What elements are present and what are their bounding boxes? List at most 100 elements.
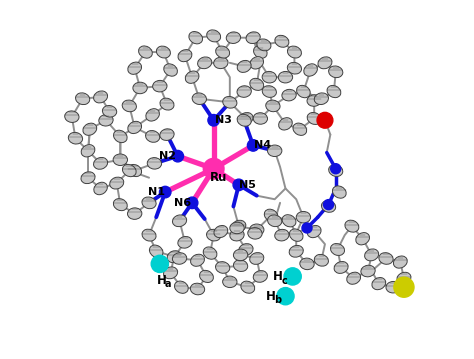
Ellipse shape xyxy=(75,93,90,104)
Ellipse shape xyxy=(207,30,220,42)
Circle shape xyxy=(208,115,219,126)
Ellipse shape xyxy=(160,129,174,140)
Ellipse shape xyxy=(164,64,177,76)
Ellipse shape xyxy=(122,164,136,177)
Ellipse shape xyxy=(372,278,386,290)
Ellipse shape xyxy=(223,276,237,288)
Ellipse shape xyxy=(189,32,202,44)
Ellipse shape xyxy=(81,145,95,157)
Text: N3: N3 xyxy=(215,115,232,125)
Ellipse shape xyxy=(278,71,292,83)
Text: H: H xyxy=(266,290,276,303)
Ellipse shape xyxy=(113,199,127,211)
Ellipse shape xyxy=(307,95,321,106)
Text: H: H xyxy=(273,270,283,283)
Text: N1: N1 xyxy=(148,187,165,197)
Circle shape xyxy=(172,150,183,162)
Text: Ru: Ru xyxy=(210,171,228,184)
Ellipse shape xyxy=(356,233,370,245)
Ellipse shape xyxy=(185,71,199,83)
Ellipse shape xyxy=(332,186,346,198)
Text: a: a xyxy=(165,279,171,289)
Ellipse shape xyxy=(287,46,301,58)
Circle shape xyxy=(394,277,414,297)
Ellipse shape xyxy=(138,46,152,58)
Circle shape xyxy=(277,288,294,305)
Ellipse shape xyxy=(347,272,361,284)
Text: N2: N2 xyxy=(159,151,176,161)
Ellipse shape xyxy=(94,182,107,195)
Ellipse shape xyxy=(191,283,205,295)
Ellipse shape xyxy=(237,60,251,73)
Ellipse shape xyxy=(293,123,307,135)
Ellipse shape xyxy=(230,222,244,234)
Ellipse shape xyxy=(133,82,147,94)
Ellipse shape xyxy=(262,71,276,83)
Ellipse shape xyxy=(365,249,379,261)
Ellipse shape xyxy=(232,220,246,232)
Ellipse shape xyxy=(239,112,253,125)
Circle shape xyxy=(159,186,171,198)
Ellipse shape xyxy=(290,229,303,241)
Circle shape xyxy=(317,112,333,128)
Ellipse shape xyxy=(250,78,264,90)
Ellipse shape xyxy=(83,123,97,135)
Ellipse shape xyxy=(122,100,137,112)
Ellipse shape xyxy=(264,209,278,222)
Ellipse shape xyxy=(207,229,221,241)
Ellipse shape xyxy=(279,118,292,130)
Ellipse shape xyxy=(314,255,328,266)
Ellipse shape xyxy=(361,265,375,277)
Ellipse shape xyxy=(300,258,314,270)
Circle shape xyxy=(302,223,312,233)
Ellipse shape xyxy=(68,132,82,144)
Ellipse shape xyxy=(81,172,95,183)
Ellipse shape xyxy=(254,46,267,58)
Ellipse shape xyxy=(253,271,267,282)
Ellipse shape xyxy=(198,57,212,69)
Ellipse shape xyxy=(173,215,187,227)
Ellipse shape xyxy=(233,249,248,261)
Ellipse shape xyxy=(237,114,251,126)
Ellipse shape xyxy=(226,32,241,43)
Ellipse shape xyxy=(93,91,108,103)
Ellipse shape xyxy=(178,237,192,248)
Text: N6: N6 xyxy=(173,198,191,208)
Ellipse shape xyxy=(203,247,217,259)
Circle shape xyxy=(186,197,198,209)
Ellipse shape xyxy=(102,106,117,117)
Ellipse shape xyxy=(153,80,167,92)
Ellipse shape xyxy=(173,253,187,264)
Ellipse shape xyxy=(214,57,228,69)
Ellipse shape xyxy=(160,98,174,110)
Ellipse shape xyxy=(304,64,318,76)
Ellipse shape xyxy=(99,115,113,126)
Ellipse shape xyxy=(114,130,127,143)
Ellipse shape xyxy=(156,46,171,58)
Ellipse shape xyxy=(287,62,301,74)
Ellipse shape xyxy=(328,165,343,176)
Circle shape xyxy=(151,255,168,272)
Ellipse shape xyxy=(296,211,310,223)
Circle shape xyxy=(247,140,259,151)
Ellipse shape xyxy=(147,158,162,169)
Ellipse shape xyxy=(142,229,156,241)
Ellipse shape xyxy=(334,261,348,274)
Ellipse shape xyxy=(234,260,248,271)
Ellipse shape xyxy=(93,158,108,169)
Circle shape xyxy=(284,268,301,285)
Ellipse shape xyxy=(266,100,280,112)
Text: N4: N4 xyxy=(254,140,271,150)
Ellipse shape xyxy=(248,228,262,239)
Ellipse shape xyxy=(257,39,271,51)
Ellipse shape xyxy=(192,93,207,104)
Text: H: H xyxy=(157,274,166,286)
Circle shape xyxy=(331,164,341,174)
Text: N5: N5 xyxy=(239,180,256,190)
Ellipse shape xyxy=(241,281,255,293)
Ellipse shape xyxy=(246,32,260,43)
Ellipse shape xyxy=(282,89,296,101)
Ellipse shape xyxy=(142,197,156,209)
Circle shape xyxy=(324,200,334,210)
Ellipse shape xyxy=(397,272,411,284)
